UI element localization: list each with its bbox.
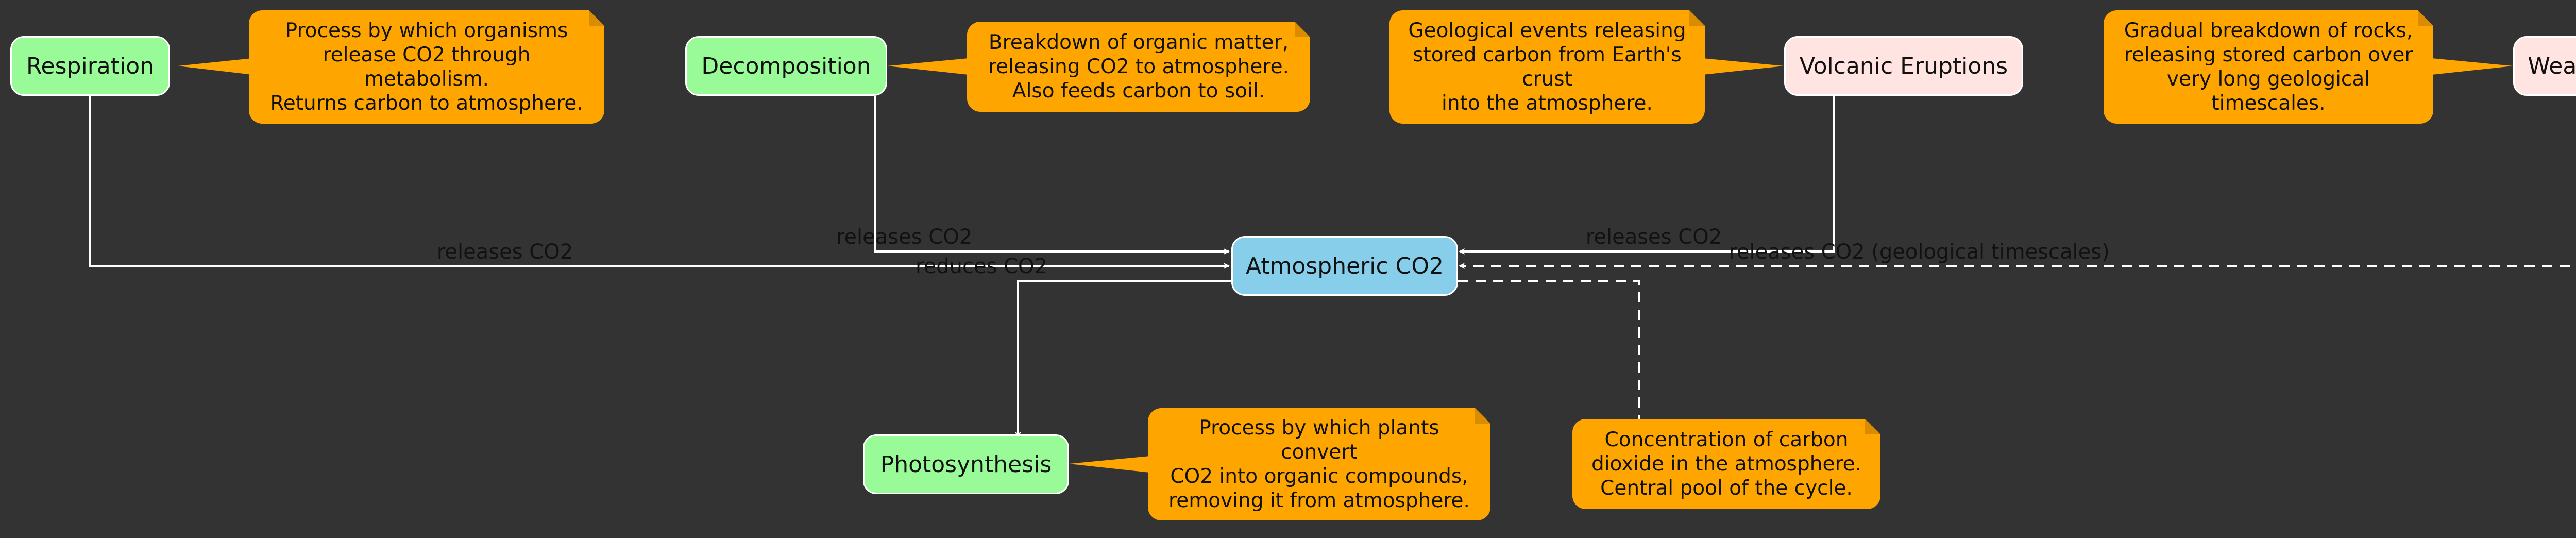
note-atmospheric-co2: Concentration of carbon dioxide in the a…: [1572, 419, 1880, 509]
node-photosynthesis[interactable]: Photosynthesis: [863, 434, 1069, 494]
note-pointer-weathering: [2432, 58, 2513, 75]
node-weathering[interactable]: Weathering: [2513, 36, 2576, 96]
note-line: Geological events releasing: [1408, 19, 1686, 42]
note-pointer-volcanic: [1703, 58, 1784, 75]
note-line: into the atmosphere.: [1442, 92, 1653, 115]
note-line: convert: [1281, 441, 1358, 464]
note-pointer-photosynthesis: [1069, 456, 1150, 473]
note-decomposition: Breakdown of organic matter, releasing C…: [967, 22, 1310, 112]
note-line: Gradual breakdown of rocks,: [2124, 19, 2413, 42]
node-volcanic-eruptions[interactable]: Volcanic Eruptions: [1784, 36, 2023, 96]
note-line: stored carbon from Earth's: [1413, 43, 1682, 66]
note-respiration: Process by which organisms release CO2 t…: [249, 10, 604, 124]
edge-label-weathering: releases CO2 (geological timescales): [1728, 240, 2110, 264]
note-link-atmospheric: [1458, 280, 1640, 419]
node-respiration[interactable]: Respiration: [10, 36, 170, 96]
note-line: metabolism.: [364, 68, 489, 91]
edge-label-decomposition: releases CO2: [836, 225, 973, 249]
edge-label-photosynthesis: reduces CO2: [916, 255, 1047, 278]
note-photosynthesis: Process by which plants convert CO2 into…: [1148, 408, 1490, 520]
note-line: crust: [1522, 68, 1572, 91]
note-line: Breakdown of organic matter,: [988, 31, 1289, 54]
note-line: dioxide in the atmosphere.: [1591, 452, 1862, 476]
edge-atmospheric-to-photosynthesis: [1015, 280, 1231, 438]
edge-respiration-to-atmospheric: [89, 96, 1230, 269]
note-line: very long geological: [2166, 68, 2370, 91]
note-line: Central pool of the cycle.: [1600, 477, 1853, 500]
note-line: Process by which organisms: [285, 19, 568, 42]
edge-label-volcanic: releases CO2: [1585, 225, 1722, 249]
note-line: Also feeds carbon to soil.: [1012, 79, 1265, 103]
node-atmospheric-co2[interactable]: Atmospheric CO2: [1231, 236, 1458, 296]
note-line: releasing stored carbon over: [2124, 43, 2413, 66]
note-pointer-respiration: [178, 58, 252, 75]
note-line: Concentration of carbon: [1604, 428, 1849, 451]
edge-volcanic-to-atmospheric: [1459, 96, 1835, 255]
note-line: CO2 into organic compounds,: [1170, 465, 1468, 488]
note-line: timescales.: [2211, 92, 2326, 115]
note-weathering: Gradual breakdown of rocks, releasing st…: [2104, 10, 2433, 124]
node-decomposition[interactable]: Decomposition: [685, 36, 887, 96]
note-line: removing it from atmosphere.: [1168, 489, 1470, 512]
note-line: releasing CO2 to atmosphere.: [988, 55, 1289, 78]
note-line: Returns carbon to atmosphere.: [270, 92, 583, 115]
note-volcanic-eruptions: Geological events releasing stored carbo…: [1389, 10, 1705, 124]
note-line: Process by which plants: [1199, 416, 1439, 440]
note-line: release CO2 through: [323, 43, 531, 66]
edge-decomposition-to-atmospheric: [874, 96, 1230, 255]
note-pointer-decomposition: [887, 58, 969, 75]
edge-label-respiration: releases CO2: [436, 240, 573, 264]
